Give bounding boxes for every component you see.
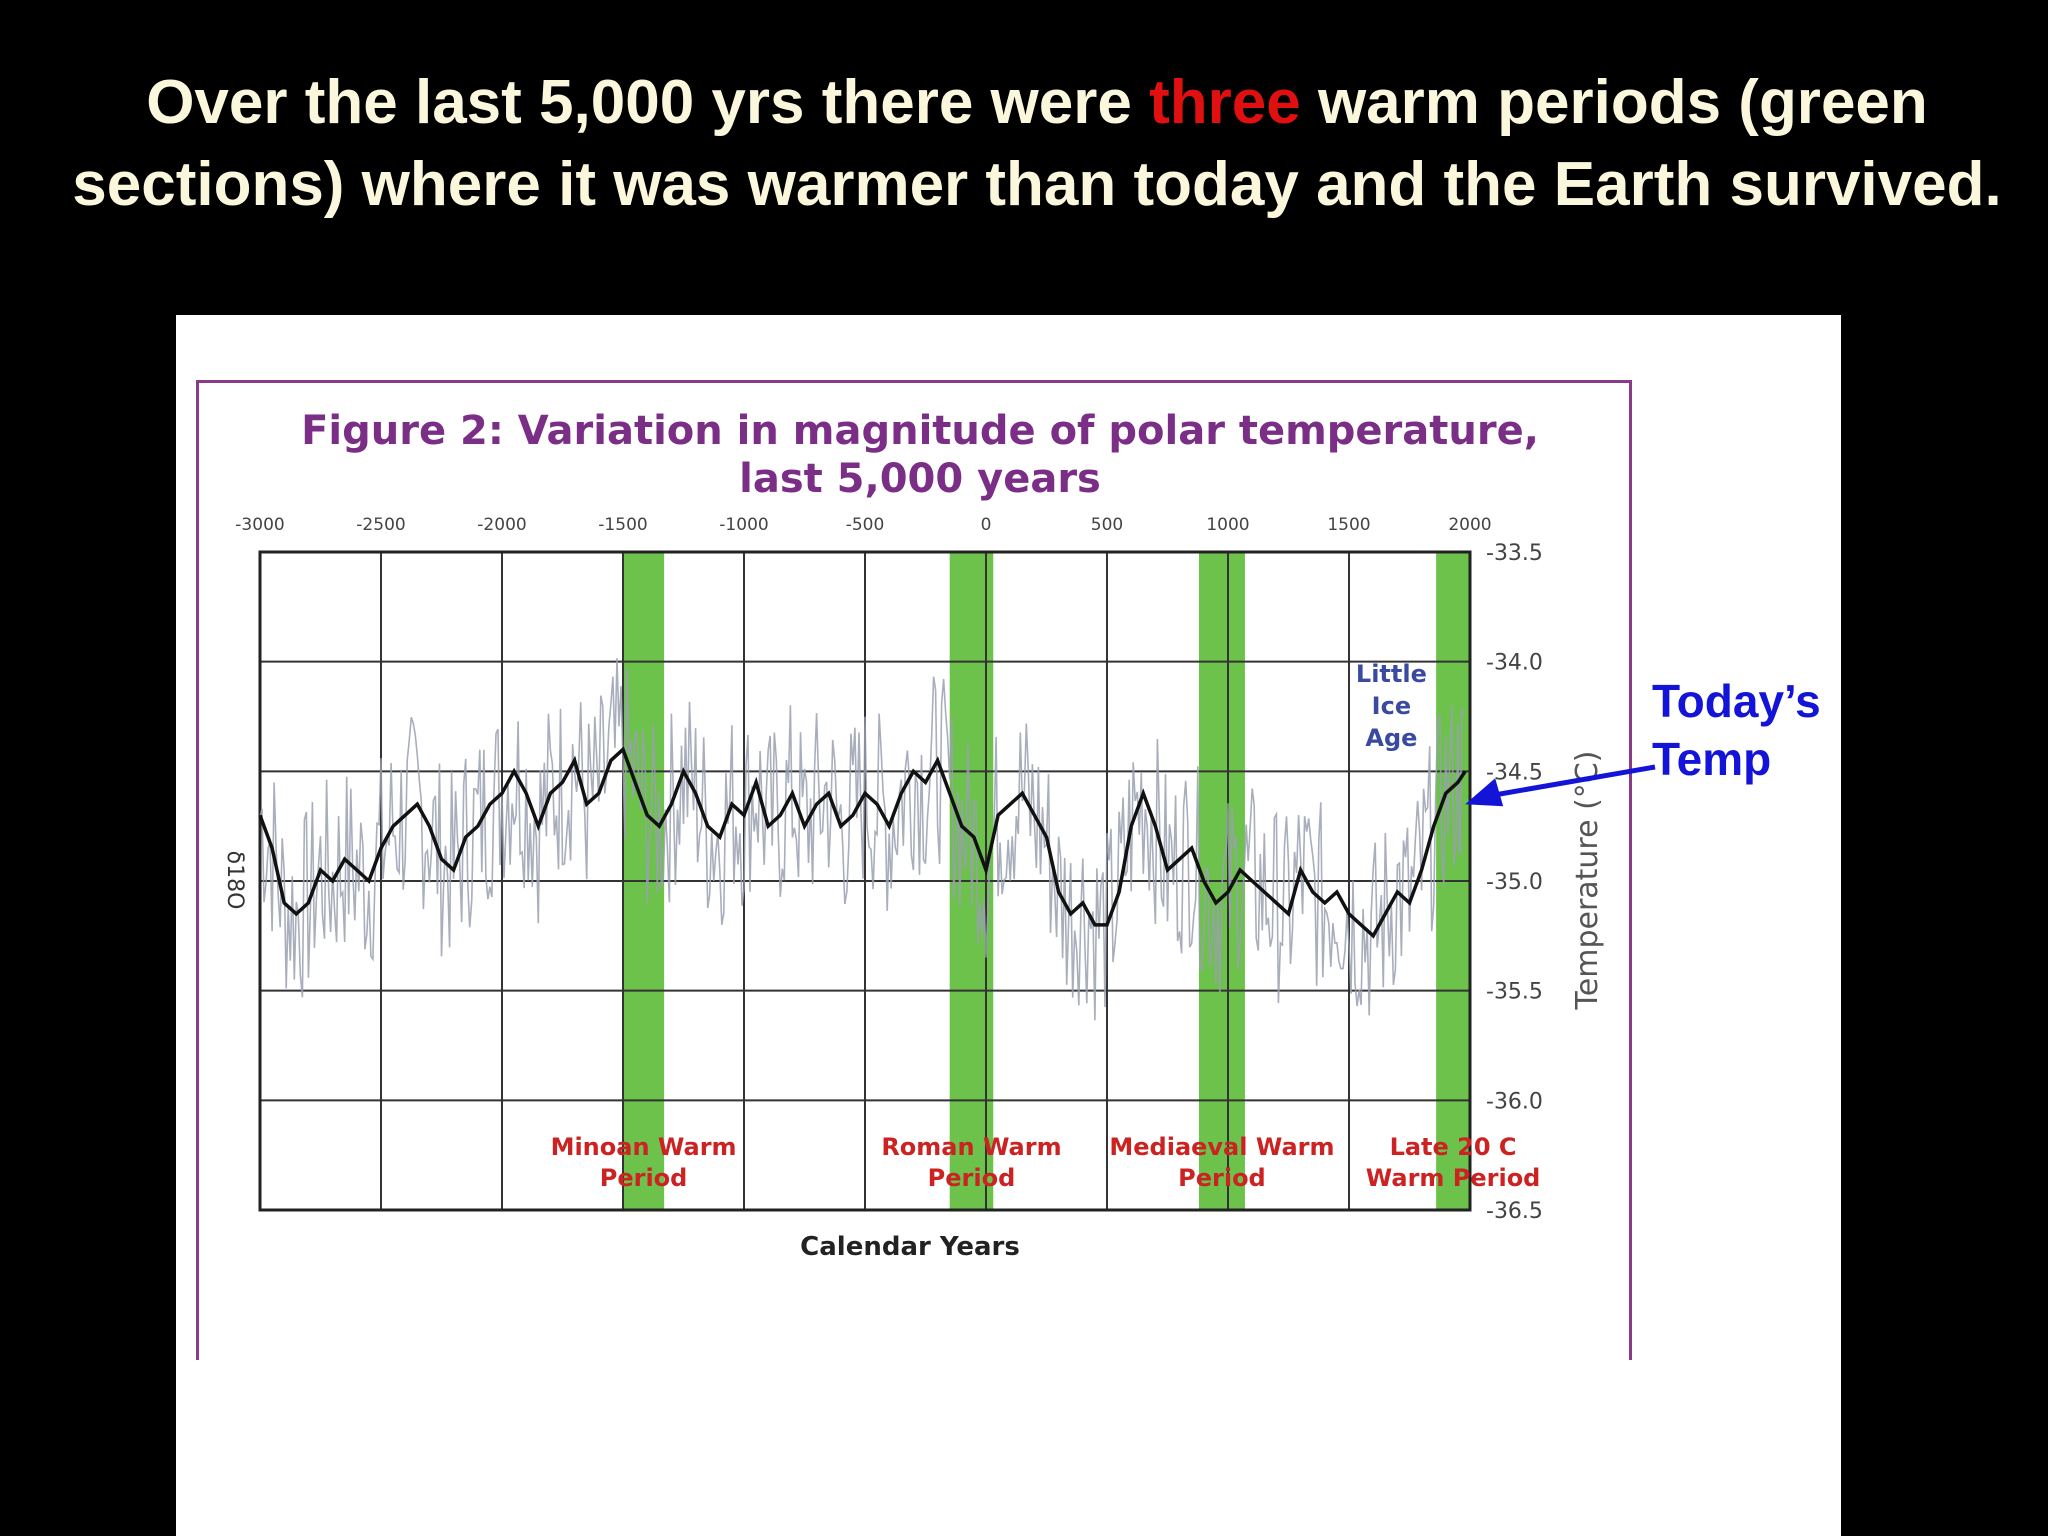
y-tick-label: -36.5: [1486, 1199, 1543, 1224]
x-tick-label: -2500: [356, 515, 405, 535]
warm-period-label-3-line1: Late 20 C: [1390, 1133, 1517, 1161]
x-tick-label: -3000: [235, 515, 284, 535]
figure-frame: [196, 380, 1632, 1360]
todays-temp-line2: Temp: [1652, 733, 1772, 785]
chart-title-line1: Figure 2: Variation in magnitude of pola…: [301, 408, 1539, 454]
x-tick-label: -2000: [477, 515, 526, 535]
x-tick-label: 2000: [1448, 515, 1491, 535]
x-tick-label: -1500: [598, 515, 647, 535]
todays-temp-label: Today’s Temp: [1652, 672, 1821, 788]
highlight-word: three: [1149, 68, 1301, 137]
y-tick-label: -35.5: [1486, 980, 1543, 1005]
todays-temp-arrow-line: [1486, 764, 1656, 799]
warm-period-label-1-line1: Roman Warm: [881, 1133, 1061, 1161]
little-ice-age-label-line1: Little: [1356, 660, 1427, 688]
figure-paper: [176, 315, 1841, 1536]
x-tick-label: 1500: [1327, 515, 1370, 535]
plot-border: [258, 550, 1472, 1212]
todays-temp-arrowhead: [1465, 778, 1504, 807]
raw-isotope-trace: [259, 658, 1465, 1021]
warm-period-label-2-line2: Period: [1178, 1164, 1266, 1192]
little-ice-age-label-line2: Ice: [1372, 692, 1411, 720]
todays-temp-line1: Today’s: [1652, 675, 1821, 727]
warm-period-label-2-line1: Mediaeval Warm: [1109, 1133, 1334, 1161]
smoothed-temperature-line: [258, 746, 1467, 939]
slide-title: Over the last 5,000 yrs there were three…: [72, 68, 2002, 219]
x-tick-label: -1000: [719, 515, 768, 535]
y-tick-label: -35.0: [1486, 870, 1543, 895]
x-axis-title: Calendar Years: [800, 1232, 1020, 1262]
y-axis-title: Temperature (°C): [1570, 751, 1605, 1011]
y-tick-label: -34.0: [1486, 651, 1543, 676]
warm-period-label-3-line2: Warm Period: [1366, 1164, 1541, 1192]
warm-period-label-0-line2: Period: [600, 1164, 688, 1192]
warm-period-label-1-line2: Period: [928, 1164, 1016, 1192]
x-tick-label: 500: [1091, 515, 1123, 535]
x-tick-label: 0: [981, 515, 992, 535]
chart-title-line2: last 5,000 years: [739, 456, 1101, 502]
x-tick-label: -500: [846, 515, 885, 535]
left-axis-title: δ18O: [222, 851, 247, 910]
y-tick-label: -36.0: [1486, 1089, 1543, 1114]
y-tick-label: -33.5: [1486, 541, 1543, 566]
little-ice-age-label-line3: Age: [1365, 724, 1417, 752]
x-tick-label: 1000: [1206, 515, 1249, 535]
warm-period-label-0-line1: Minoan Warm: [551, 1133, 737, 1161]
